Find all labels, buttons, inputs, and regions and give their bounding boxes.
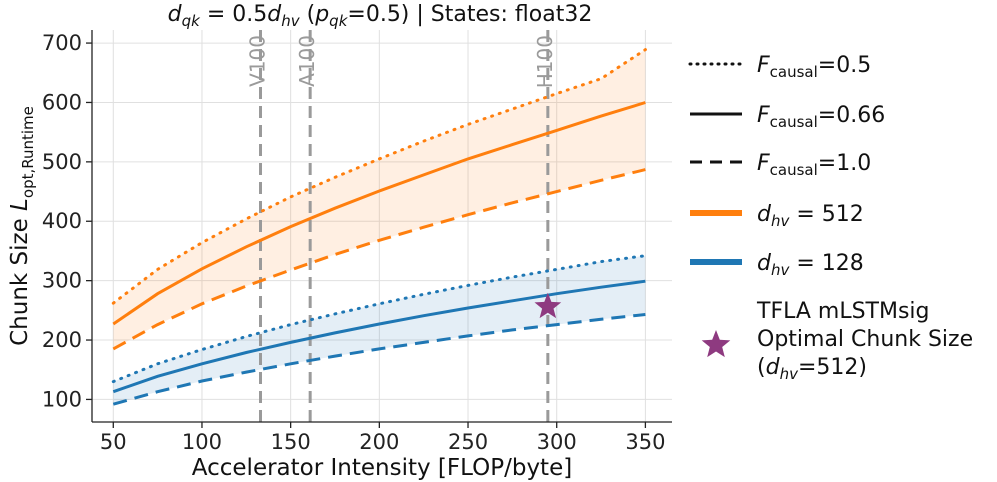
series-dhv512-causal1.0 — [112, 168, 646, 351]
x-tick-label: 250 — [448, 430, 488, 454]
series-lines — [111, 48, 647, 406]
legend-label-4: dhv = 128 — [757, 251, 864, 279]
axes: 50 100 150 200 250 300 350 100 200 300 400 500 600 70… — [7, 30, 672, 481]
legend-label-2: Fcausal=1.0 — [757, 151, 871, 179]
y-tick-label: 500 — [42, 150, 82, 174]
blue-band — [113, 255, 646, 405]
chart-title-group: dqk = 0.5dhv (pqk=0.5) | States: float32 — [168, 2, 593, 30]
series-dhv128-causal0.66 — [112, 279, 646, 394]
y-axis-label: Chunk Size Lopt,Runtime — [7, 106, 37, 346]
grid — [92, 30, 672, 422]
accelerator-lines: V100 A100 H100 — [246, 30, 557, 422]
legend: Fcausal=0.5 Fcausal=0.66 Fcausal=1.0 dhv = … — [688, 53, 973, 383]
x-tick-label: 100 — [182, 430, 222, 454]
x-tick-label: 200 — [359, 430, 399, 454]
orange-band — [113, 49, 646, 349]
y-tick-label: 300 — [42, 269, 82, 293]
legend-star-line3: (dhv=512) — [757, 355, 867, 383]
chart-title: dqk = 0.5dhv (pqk=0.5) | States: float32 — [168, 2, 593, 30]
legend-star-icon — [701, 330, 731, 358]
vline-label-h100: H100 — [533, 35, 557, 88]
y-tick-label: 600 — [42, 90, 82, 114]
series-dhv512-causal0.66 — [112, 101, 646, 326]
legend-star-line2: Optimal Chunk Size — [757, 327, 973, 352]
y-tick-label: 100 — [42, 387, 82, 411]
vline-label-v100: V100 — [246, 35, 270, 87]
y-tick-label: 700 — [42, 31, 82, 55]
vline-label-a100: A100 — [295, 35, 319, 87]
series-dhv512-causal0.5 — [111, 48, 647, 305]
x-tick-label: 50 — [100, 430, 127, 454]
y-tick-label: 400 — [42, 209, 82, 233]
optimal-chunk-star — [534, 292, 562, 319]
bands — [113, 49, 646, 405]
legend-label-0: Fcausal=0.5 — [757, 53, 871, 81]
legend-star-line1: TFLA mLSTMsig — [756, 299, 930, 324]
legend-label-3: dhv = 512 — [757, 202, 864, 230]
x-tick-label: 350 — [625, 430, 665, 454]
x-axis-label: Accelerator Intensity [FLOP/byte] — [192, 455, 572, 481]
series-dhv128-causal0.5 — [111, 254, 647, 384]
x-tick-label: 300 — [537, 430, 577, 454]
series-dhv128-causal1.0 — [112, 313, 646, 406]
y-tick-label: 200 — [42, 328, 82, 352]
optimal-marker — [534, 292, 562, 319]
legend-label-1: Fcausal=0.66 — [757, 103, 885, 131]
x-tick-label: 150 — [271, 430, 311, 454]
